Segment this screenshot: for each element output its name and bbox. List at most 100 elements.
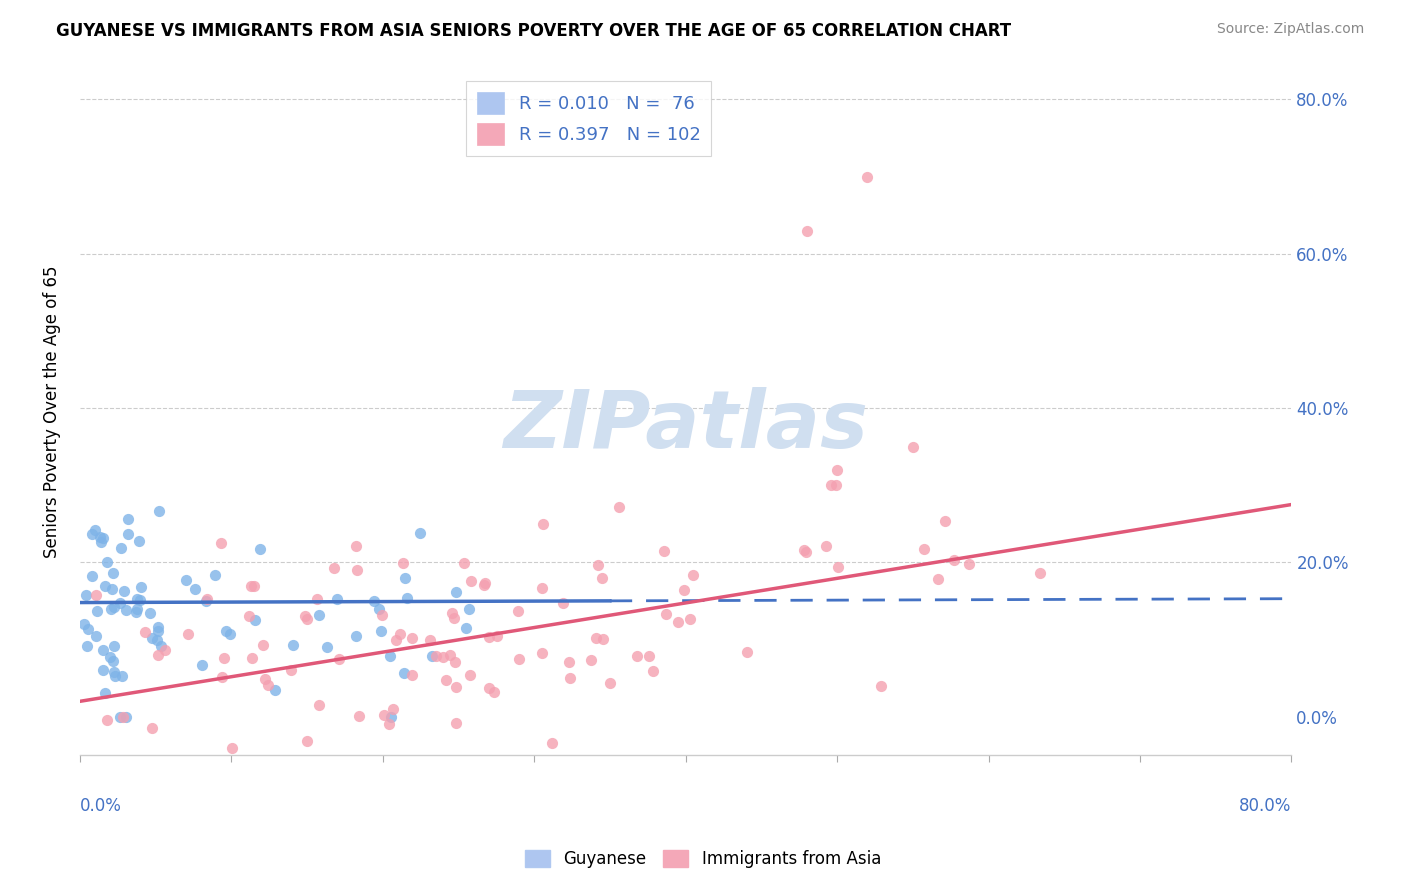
Point <box>370 624 392 638</box>
Point <box>195 591 218 606</box>
Text: 80.0%: 80.0% <box>1239 797 1292 814</box>
Point <box>96 713 118 727</box>
Point <box>238 609 260 624</box>
Point <box>101 582 124 597</box>
Point <box>86 604 108 618</box>
Point <box>76 623 98 637</box>
Point <box>637 649 659 664</box>
Point <box>401 668 423 682</box>
Point <box>391 557 413 571</box>
Point <box>148 503 170 517</box>
Point <box>458 602 481 616</box>
Point <box>607 500 630 515</box>
Point <box>820 478 842 492</box>
Point <box>581 653 603 667</box>
Point <box>252 638 274 652</box>
Point <box>394 571 416 585</box>
Point <box>127 602 149 616</box>
Point <box>540 736 562 750</box>
Point <box>934 514 956 528</box>
Point <box>295 612 318 626</box>
Point <box>856 169 879 184</box>
Point <box>211 670 233 684</box>
Point <box>146 632 169 647</box>
Point <box>141 721 163 735</box>
Point <box>825 478 848 492</box>
Point <box>381 702 404 716</box>
Point <box>209 535 232 549</box>
Point <box>215 624 238 639</box>
Point <box>551 596 574 610</box>
Point <box>682 568 704 582</box>
Point <box>378 716 401 731</box>
Point <box>444 716 467 731</box>
Point <box>114 603 136 617</box>
Point <box>108 596 131 610</box>
Point <box>443 655 465 669</box>
Point <box>139 606 162 620</box>
Point <box>204 568 226 582</box>
Point <box>460 574 482 588</box>
Point <box>679 612 702 626</box>
Point <box>558 656 581 670</box>
Legend: Guyanese, Immigrants from Asia: Guyanese, Immigrants from Asia <box>519 843 887 875</box>
Point <box>346 563 368 577</box>
Point <box>308 608 330 623</box>
Point <box>128 534 150 549</box>
Point <box>434 673 457 688</box>
Point <box>827 560 849 574</box>
Point <box>103 665 125 679</box>
Point <box>432 649 454 664</box>
Point <box>183 582 205 597</box>
Point <box>344 539 367 553</box>
Point <box>80 527 103 541</box>
Point <box>75 588 97 602</box>
Point <box>558 672 581 686</box>
Point <box>380 648 402 663</box>
Point <box>146 624 169 639</box>
Point <box>401 632 423 646</box>
Point <box>103 654 125 668</box>
Point <box>94 686 117 700</box>
Point <box>280 663 302 677</box>
Point <box>592 632 614 646</box>
Point <box>146 620 169 634</box>
Point <box>652 543 675 558</box>
Point <box>419 632 441 647</box>
Point <box>194 594 217 608</box>
Point <box>254 672 277 686</box>
Point <box>441 607 464 621</box>
Point <box>191 657 214 672</box>
Point <box>325 591 347 606</box>
Point <box>472 577 495 591</box>
Point <box>76 639 98 653</box>
Point <box>666 615 689 629</box>
Point <box>219 627 242 641</box>
Point <box>263 683 285 698</box>
Point <box>257 678 280 692</box>
Point <box>322 560 344 574</box>
Point <box>794 544 817 558</box>
Point <box>389 626 412 640</box>
Point <box>901 440 924 454</box>
Point <box>869 679 891 693</box>
Point <box>115 710 138 724</box>
Point <box>373 707 395 722</box>
Point <box>117 512 139 526</box>
Point <box>641 664 664 678</box>
Point <box>89 530 111 544</box>
Point <box>444 584 467 599</box>
Point <box>585 631 607 645</box>
Point <box>380 710 402 724</box>
Point <box>305 591 328 606</box>
Point <box>108 710 131 724</box>
Point <box>243 614 266 628</box>
Point <box>506 604 529 618</box>
Point <box>239 579 262 593</box>
Point <box>626 649 648 664</box>
Point <box>371 607 394 622</box>
Point <box>94 579 117 593</box>
Point <box>148 648 170 662</box>
Point <box>443 611 465 625</box>
Point <box>912 541 935 556</box>
